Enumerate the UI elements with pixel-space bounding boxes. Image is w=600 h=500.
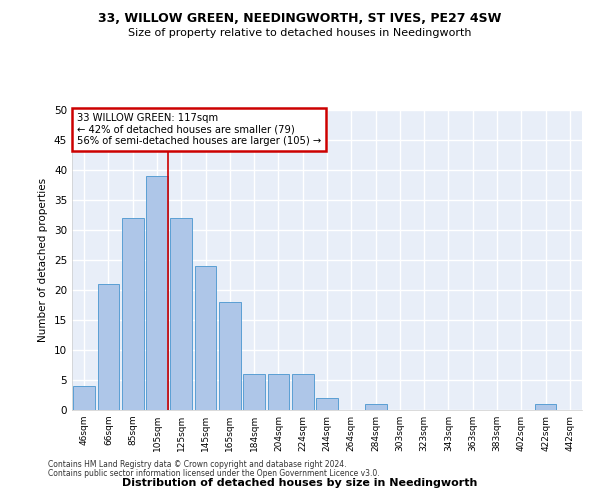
Bar bbox=[146, 176, 168, 410]
Text: Distribution of detached houses by size in Needingworth: Distribution of detached houses by size … bbox=[122, 478, 478, 488]
Bar bbox=[292, 374, 314, 410]
Text: Size of property relative to detached houses in Needingworth: Size of property relative to detached ho… bbox=[128, 28, 472, 38]
Text: 33 WILLOW GREEN: 117sqm
← 42% of detached houses are smaller (79)
56% of semi-de: 33 WILLOW GREEN: 117sqm ← 42% of detache… bbox=[77, 113, 322, 146]
Text: Contains HM Land Registry data © Crown copyright and database right 2024.: Contains HM Land Registry data © Crown c… bbox=[48, 460, 347, 469]
Bar bbox=[170, 218, 192, 410]
Bar bbox=[194, 266, 217, 410]
Bar bbox=[268, 374, 289, 410]
Bar bbox=[97, 284, 119, 410]
Bar bbox=[122, 218, 143, 410]
Bar bbox=[535, 404, 556, 410]
Bar bbox=[243, 374, 265, 410]
Bar bbox=[73, 386, 95, 410]
Text: 33, WILLOW GREEN, NEEDINGWORTH, ST IVES, PE27 4SW: 33, WILLOW GREEN, NEEDINGWORTH, ST IVES,… bbox=[98, 12, 502, 26]
Bar bbox=[365, 404, 386, 410]
Y-axis label: Number of detached properties: Number of detached properties bbox=[38, 178, 49, 342]
Text: Contains public sector information licensed under the Open Government Licence v3: Contains public sector information licen… bbox=[48, 468, 380, 477]
Bar bbox=[219, 302, 241, 410]
Bar bbox=[316, 398, 338, 410]
